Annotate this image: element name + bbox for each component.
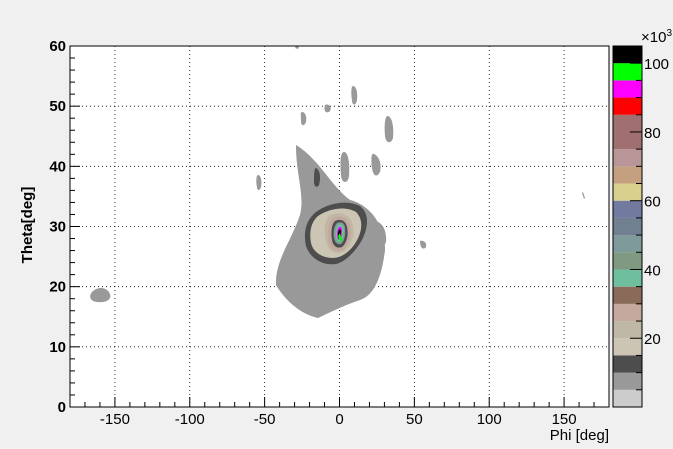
grid-lines	[70, 46, 609, 407]
x-axis: -150 -100 -50 0 50 100 150	[69, 397, 610, 428]
contour-blob-5	[340, 152, 350, 182]
x-tick-label: -150	[100, 411, 130, 428]
contour-blob-12	[582, 192, 585, 199]
x-tick-label: -100	[175, 411, 205, 428]
y-tick-label: 50	[49, 98, 66, 115]
colorbar-band	[613, 166, 642, 184]
colorbar-band	[613, 303, 642, 322]
y-axis: 0 10 20 30 40 50 60	[49, 38, 80, 416]
colorbar-band	[613, 321, 642, 339]
y-tick-label: 30	[49, 219, 66, 236]
x-tick-label: 50	[406, 411, 423, 428]
contour-blob-6	[371, 153, 381, 176]
colorbar-band	[613, 269, 642, 287]
colorbar-band	[613, 183, 642, 201]
y-axis-label: Theta[deg]	[19, 187, 36, 264]
colorbar-band	[613, 217, 642, 236]
y-tick-label: 40	[49, 158, 66, 175]
colorbar-band	[613, 252, 642, 270]
contour-blob-9	[420, 240, 427, 249]
colorbar-tick-label: 20	[644, 331, 661, 348]
colorbar-band	[613, 97, 642, 115]
x-tick-label: 150	[552, 411, 577, 428]
contour-blob-8	[376, 221, 387, 247]
contour-blob-4	[384, 115, 394, 143]
y-tick-label: 0	[58, 399, 66, 416]
colorbar-band	[613, 63, 642, 81]
colorbar-multiplier: ×103	[641, 28, 672, 46]
colorbar-band	[613, 235, 642, 253]
contour-level-3b	[314, 168, 320, 187]
colorbar-frame	[612, 45, 643, 408]
colorbar-band	[613, 355, 642, 373]
x-tick-label: 100	[477, 411, 502, 428]
colorbar-tick-label: 100	[644, 56, 669, 73]
x-tick-label: 0	[335, 411, 343, 428]
x-axis-label: Phi [deg]	[550, 427, 609, 444]
x-tick-label: -50	[254, 411, 276, 428]
colorbar-multiplier-exponent: 3	[666, 28, 672, 39]
y-tick-label: 60	[49, 38, 66, 55]
contour-blob-3	[300, 112, 307, 126]
contour-blob-11	[295, 46, 299, 49]
contour-blob-7	[256, 175, 262, 190]
colorbar-band	[613, 338, 642, 356]
contour-blob-10	[90, 288, 111, 303]
y-tick-label: 20	[49, 279, 66, 296]
colorbar-band	[613, 80, 642, 98]
y-tick-label: 10	[49, 339, 66, 356]
colorbar-band	[613, 200, 642, 218]
colorbar-band	[613, 372, 642, 390]
colorbar-tick-label: 60	[644, 194, 661, 211]
colorbar-multiplier-base: ×10	[641, 29, 666, 46]
contour-blob-2	[351, 86, 358, 105]
colorbar: 20 40 60 80 100	[612, 45, 669, 408]
colorbar-band	[613, 149, 642, 167]
contour-peak	[338, 233, 342, 242]
colorbar-band	[613, 286, 642, 304]
contour-blob-1	[324, 104, 331, 113]
colorbar-band	[613, 389, 642, 407]
colorbar-tick-label: 80	[644, 125, 661, 142]
contour-regions	[90, 46, 585, 318]
colorbar-tick-label: 40	[644, 262, 661, 279]
colorbar-band	[613, 46, 642, 64]
